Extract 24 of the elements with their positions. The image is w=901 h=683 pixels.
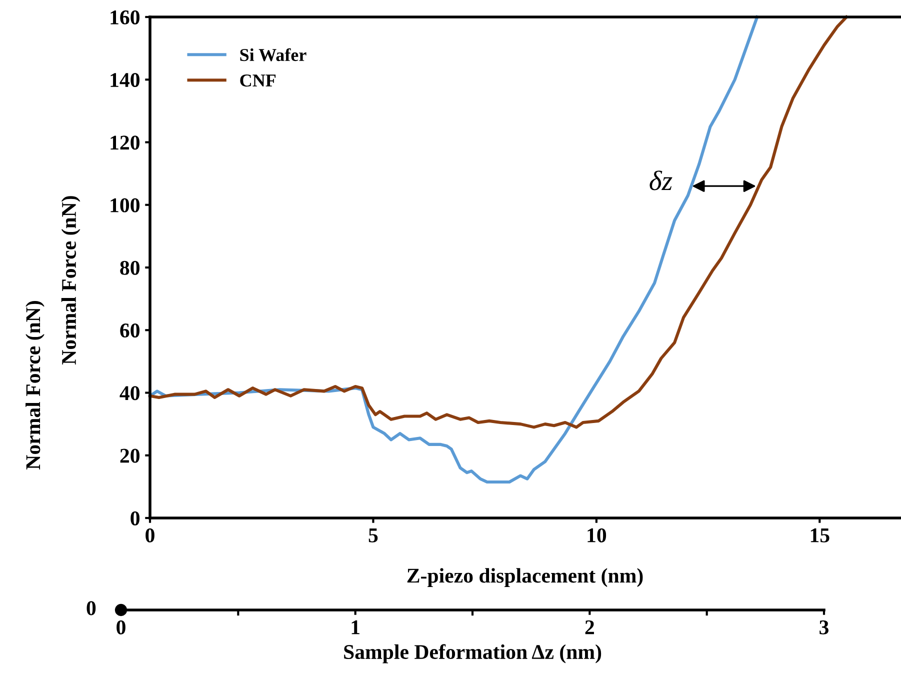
x2-tick-label: 1 bbox=[352, 620, 360, 634]
legend-label: Si Wafer bbox=[240, 48, 306, 62]
x-tick-label: 0 bbox=[146, 528, 154, 542]
legend-label: CNF bbox=[240, 74, 276, 87]
text: 0 bbox=[86, 601, 96, 616]
y-tick-label: 0 bbox=[130, 511, 140, 526]
x2-tick-label: 2 bbox=[585, 620, 594, 634]
y-tick-label: 120 bbox=[110, 136, 140, 150]
x-axis-title: Z-piezo displacement (nm) bbox=[407, 568, 643, 587]
x-tick-label: 5 bbox=[368, 528, 378, 542]
y-tick-label: 60 bbox=[120, 324, 140, 338]
y-tick-label: 80 bbox=[120, 260, 140, 275]
text: Normal Force (nN) bbox=[26, 301, 44, 470]
x2-tick-label: 3 bbox=[820, 620, 828, 634]
x-tick-label: 15 bbox=[810, 528, 830, 542]
x2-axis-title: Sample Deformation Δz (nm) bbox=[344, 644, 602, 664]
x-tick-label: 10 bbox=[588, 528, 606, 542]
y-tick-label: 160 bbox=[110, 10, 140, 24]
y-tick-label: 100 bbox=[110, 198, 140, 212]
y-tick-label: 40 bbox=[120, 386, 140, 400]
y-tick-label: 20 bbox=[120, 448, 140, 463]
annotation: δz bbox=[650, 170, 672, 190]
y-axis-title: Normal Force (nN) bbox=[61, 196, 80, 364]
y-tick-label: 140 bbox=[110, 73, 140, 88]
